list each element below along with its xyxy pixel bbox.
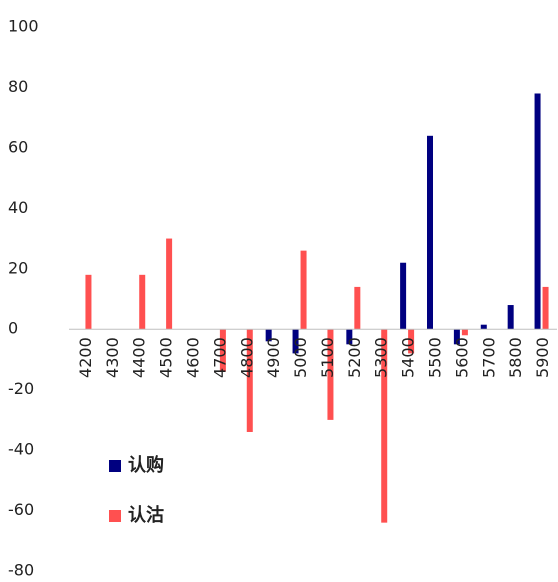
x-tick-label: 5200 (345, 337, 364, 378)
y-tick-label: -40 (8, 440, 34, 459)
legend-swatch (109, 510, 121, 522)
bar (327, 329, 334, 420)
x-tick-label: 4200 (76, 337, 95, 378)
y-tick-label: 0 (8, 319, 18, 338)
x-tick-label: 4300 (103, 337, 122, 378)
bar (219, 329, 226, 372)
bar (139, 274, 146, 330)
y-tick-label: -60 (8, 500, 34, 519)
x-tick-label: 4600 (184, 337, 203, 378)
y-tick-label: -20 (8, 379, 34, 398)
x-tick-label: 5900 (533, 337, 552, 378)
y-tick-label: 20 (8, 258, 28, 277)
x-tick-label: 5500 (426, 337, 445, 378)
y-tick-label: -80 (8, 561, 34, 579)
y-tick-label: 100 (8, 17, 39, 36)
legend-swatch (109, 460, 121, 472)
y-tick-label: 80 (8, 77, 28, 96)
bar (300, 250, 307, 330)
bar (427, 135, 433, 330)
x-tick-label: 5400 (399, 337, 418, 378)
bar (400, 262, 407, 330)
x-tick-label: 4500 (157, 337, 176, 378)
y-tick-label: 60 (8, 137, 28, 156)
bar (453, 329, 460, 345)
bar (265, 329, 272, 342)
bar (408, 329, 415, 354)
bar (480, 324, 487, 330)
bar (461, 329, 468, 336)
legend-label: 认购 (128, 454, 164, 476)
x-tick-label: 5800 (506, 337, 525, 378)
x-tick-label: 5700 (479, 337, 498, 378)
bar (542, 286, 549, 330)
x-tick-label: 4400 (130, 337, 149, 378)
bar (292, 329, 299, 354)
x-tick-label: 5300 (372, 337, 391, 378)
bar (246, 329, 253, 432)
bar (354, 286, 361, 330)
x-tick-label: 5000 (291, 337, 310, 378)
x-tick-label: 4700 (210, 337, 229, 378)
x-tick-label: 5100 (318, 337, 337, 378)
bar (85, 274, 92, 330)
bar (507, 305, 514, 330)
bar (346, 329, 353, 345)
y-tick-label: 40 (8, 198, 28, 217)
legend-label: 认沽 (128, 504, 164, 526)
bar (381, 329, 388, 523)
bar (534, 93, 541, 330)
x-tick-label: 4900 (264, 337, 283, 378)
x-tick-label: 4800 (237, 337, 256, 378)
bar (166, 238, 173, 330)
x-tick-label: 5600 (452, 337, 471, 378)
